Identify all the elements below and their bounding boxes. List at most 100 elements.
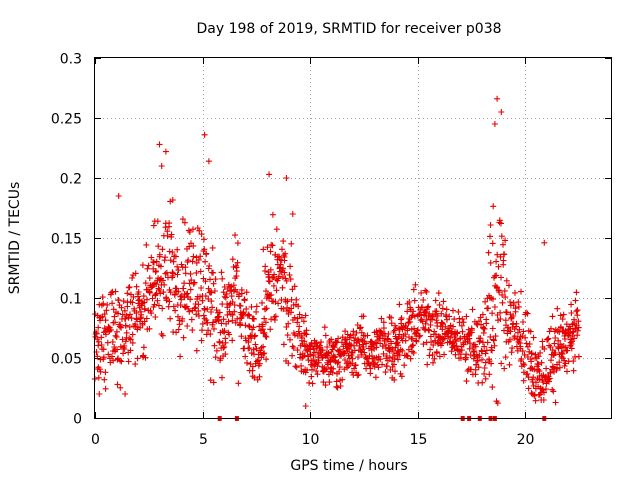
data-point: [221, 327, 228, 334]
data-point: [491, 342, 498, 349]
data-point: [302, 330, 309, 337]
data-point: [113, 328, 120, 335]
data-point: [540, 379, 547, 386]
data-point: [212, 354, 219, 361]
data-point: [303, 327, 310, 334]
data-point: [242, 353, 249, 360]
data-point: [459, 328, 466, 335]
data-point: [550, 388, 557, 395]
data-point: [218, 269, 225, 276]
data-point: [322, 332, 329, 339]
data-point: [97, 317, 103, 324]
data-point: [543, 386, 549, 393]
data-point: [96, 366, 103, 373]
data-point: [175, 288, 182, 295]
data-point: [366, 362, 373, 369]
data-point: [530, 334, 537, 341]
data-point: [191, 305, 198, 312]
data-point: [132, 361, 139, 368]
data-point: [546, 375, 553, 382]
data-point: [326, 379, 333, 386]
data-point: [260, 246, 267, 253]
data-point: [439, 305, 446, 312]
data-point: [518, 356, 525, 363]
data-point: [460, 319, 467, 326]
data-point: [170, 258, 177, 265]
data-point: [284, 332, 291, 339]
data-point: [213, 307, 220, 313]
data-point: [527, 328, 534, 335]
data-point: [187, 286, 194, 293]
data-point: [480, 329, 487, 336]
data-point: [285, 320, 292, 327]
data-point: [220, 344, 227, 351]
data-point: [105, 351, 112, 358]
data-point: [433, 348, 440, 355]
data-point: [377, 340, 384, 347]
data-point: [477, 335, 484, 342]
data-point: [568, 301, 575, 308]
data-point: [485, 249, 492, 256]
data-point: [447, 334, 454, 341]
data-point: [173, 285, 180, 292]
data-point: [159, 277, 166, 284]
data-point: [112, 319, 118, 326]
data-point: [528, 365, 535, 371]
x-tick-label: 5: [199, 432, 208, 448]
data-point: [156, 286, 163, 293]
data-point: [479, 379, 486, 386]
data-point: [516, 326, 523, 333]
data-point: [153, 268, 159, 274]
data-point: [440, 298, 447, 305]
data-point: [526, 341, 533, 347]
data-point: [206, 262, 213, 269]
data-point: [424, 361, 431, 368]
data-point: [355, 371, 362, 378]
data-point: [481, 370, 488, 377]
data-point: [279, 246, 285, 253]
data-point: [237, 321, 244, 328]
data-point: [520, 328, 527, 335]
data-point: [443, 306, 450, 313]
data-point: [182, 270, 189, 277]
data-point: [180, 334, 187, 341]
x-tick-label: 0: [91, 432, 100, 448]
data-point: [494, 400, 501, 407]
data-point: [187, 270, 194, 277]
data-point: [283, 277, 290, 284]
data-point: [120, 350, 127, 357]
data-point: [492, 333, 499, 340]
data-point: [205, 158, 212, 165]
data-point: [133, 310, 140, 316]
data-point: [280, 306, 287, 312]
data-point: [501, 327, 507, 334]
data-point: [104, 301, 111, 308]
data-point: [520, 319, 526, 325]
data-point: [189, 327, 196, 334]
data-point: [292, 363, 299, 370]
data-point: [411, 313, 418, 320]
data-point: [276, 253, 283, 260]
data-point: [96, 301, 103, 308]
data-point: [322, 382, 329, 389]
data-point: [243, 305, 250, 312]
data-point: [213, 347, 220, 354]
data-point: [570, 358, 577, 365]
data-point: [159, 305, 166, 312]
data-point: [248, 303, 255, 310]
data-point: [367, 365, 374, 372]
data-point: [229, 317, 236, 324]
data-point: [539, 338, 546, 345]
data-point: [426, 327, 433, 334]
data-point: [199, 320, 206, 327]
data-point: [423, 288, 430, 295]
data-point: [497, 316, 504, 322]
data-point: [229, 311, 236, 318]
data-point: [472, 343, 479, 350]
data-point: [524, 370, 531, 377]
data-point: [114, 381, 121, 388]
data-point: [208, 298, 215, 305]
data-point: [488, 360, 495, 367]
data-point: [283, 175, 290, 181]
data-point: [294, 315, 301, 322]
